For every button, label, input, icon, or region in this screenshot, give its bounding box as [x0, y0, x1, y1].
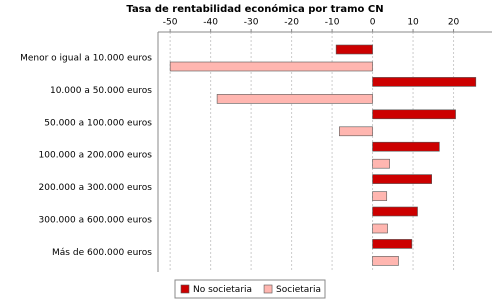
x-tick-label: -10: [325, 18, 340, 28]
bar: [372, 239, 413, 249]
x-tick-label: -50: [163, 18, 178, 28]
bar: [372, 256, 399, 266]
bar: [372, 158, 390, 169]
y-tick-label: Menor o igual a 10.000 euros: [20, 54, 152, 64]
bar: [372, 174, 432, 184]
bar: [216, 94, 373, 104]
y-tick-label: 200.000 a 300.000 euros: [39, 183, 153, 193]
y-tick-label: Más de 600.000 euros: [52, 248, 152, 258]
legend-label: No societaria: [193, 285, 252, 295]
x-tick-label: -20: [284, 18, 299, 28]
x-tick-label: 20: [448, 18, 460, 28]
plot-area: [158, 32, 492, 272]
bar: [372, 109, 456, 120]
bar: [372, 191, 388, 201]
y-tick-label: 10.000 a 50.000 euros: [50, 86, 152, 96]
y-tick-label: 100.000 a 200.000 euros: [39, 151, 153, 161]
bar: [372, 77, 477, 87]
bar: [372, 223, 388, 234]
y-tick-label: 300.000 a 600.000 euros: [39, 216, 153, 226]
legend-swatch: [180, 284, 190, 294]
x-tick-label: 0: [370, 18, 376, 28]
x-tick-label: -40: [203, 18, 218, 28]
chart-title: Tasa de rentabilidad económica por tramo…: [126, 3, 383, 15]
bar: [372, 141, 440, 152]
legend-box: [174, 279, 326, 299]
bar: [372, 206, 418, 217]
bar: [339, 126, 373, 137]
legend-label: Societaria: [276, 285, 321, 295]
bar: [169, 61, 373, 72]
bar: [335, 44, 373, 55]
x-tick-label: 10: [407, 18, 419, 28]
y-tick-label: 50.000 a 100.000 euros: [44, 118, 152, 128]
legend-swatch: [263, 284, 273, 294]
x-tick-label: -30: [244, 18, 259, 28]
